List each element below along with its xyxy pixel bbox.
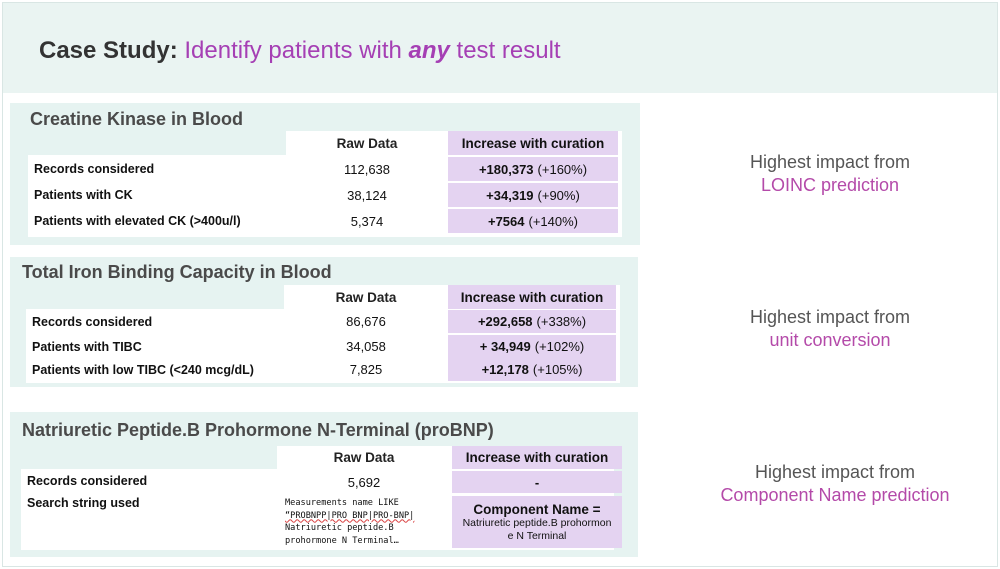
header-spacer: [26, 285, 284, 309]
panel-title: Total Iron Binding Capacity in Blood: [22, 262, 332, 282]
raw-value: 112,638: [343, 161, 391, 177]
raw-value: 38,124: [347, 187, 387, 203]
row-label: Patients with low TIBC (<240 mcg/dL): [32, 362, 254, 377]
row-label: Search string used: [27, 496, 140, 510]
row-label: Patients with elevated CK (>400u/l): [34, 214, 241, 228]
raw-value: 7,825: [349, 362, 383, 377]
title-band: Case Study: Identify patients with any t…: [3, 3, 997, 93]
increase-value: +7564 (+140%): [448, 209, 618, 233]
search-string: Measurements name LIKE “PROBNPP|PRO BNP|…: [285, 498, 415, 546]
slide-title: Case Study: Identify patients with any t…: [39, 37, 561, 64]
panel-title: Creatine Kinase in Blood: [30, 109, 244, 129]
data-table: Raw Data Increase with curation Records …: [28, 131, 622, 237]
increase-value: +292,658 (+338%): [448, 310, 616, 333]
row-label: Records considered: [34, 162, 155, 176]
impact-note-unit-conversion: Highest impact from unit conversion: [749, 307, 911, 350]
raw-value: 5,692: [347, 474, 381, 490]
panel-creatine-kinase: Creatine Kinase in Blood Raw Data Increa…: [10, 103, 640, 245]
increase-value: -: [452, 471, 622, 493]
panel-tibc: Total Iron Binding Capacity in Blood Raw…: [10, 257, 638, 387]
row-label: Records considered: [27, 474, 148, 488]
row-label: Records considered: [32, 314, 153, 329]
impact-note-component-name: Highest impact from Component Name predi…: [720, 462, 950, 505]
data-table: Raw Data Increase with curation Records …: [21, 446, 622, 550]
col-header-increase: Increase with curation: [448, 285, 616, 309]
increase-value: +34,319 (+90%): [448, 183, 618, 207]
panel-title: Natriuretic Peptide.B Prohormone N-Termi…: [22, 420, 494, 440]
header-spacer: [21, 446, 277, 469]
panel-probnp: Natriuretic Peptide.B Prohormone N-Termi…: [10, 412, 638, 557]
col-header-increase: Increase with curation: [448, 131, 618, 155]
raw-value: 5,374: [350, 213, 384, 229]
raw-value: 86,676: [346, 314, 386, 329]
impact-note-loinc: Highest impact from LOINC prediction: [749, 152, 911, 195]
row-label: Patients with CK: [34, 188, 133, 202]
increase-value: +12,178 (+105%): [448, 358, 616, 381]
col-header-raw: Raw Data: [335, 289, 397, 305]
col-header-raw: Raw Data: [333, 450, 395, 465]
data-table: Raw Data Increase with curation Records …: [26, 285, 620, 383]
header-spacer: [28, 131, 286, 155]
col-header-raw: Raw Data: [336, 135, 398, 151]
increase-value: + 34,949 (+102%): [448, 335, 616, 358]
row-label: Patients with TIBC: [32, 339, 142, 354]
component-name-cell: Component Name = Natriuretic peptide.B p…: [452, 496, 622, 548]
col-header-increase: Increase with curation: [452, 446, 622, 469]
increase-value: +180,373 (+160%): [448, 157, 618, 181]
raw-value: 34,058: [346, 339, 386, 354]
